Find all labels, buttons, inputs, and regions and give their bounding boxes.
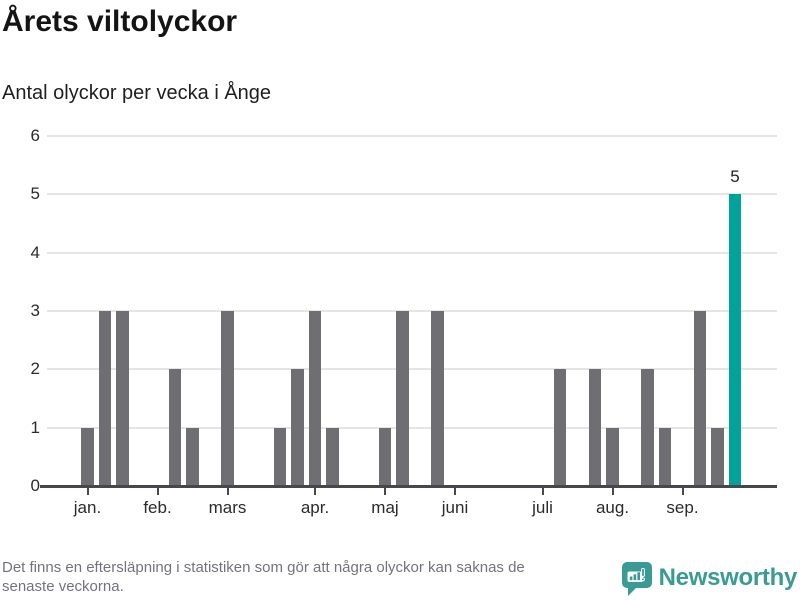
bar-week [273,427,287,486]
newsworthy-branding: Newsworthy [621,560,798,596]
bar-week [81,427,94,486]
y-axis-label-3: 3 [30,301,40,320]
x-axis-label-sep: sep. [666,498,699,517]
bar-week [326,427,339,486]
y-axis-label-0: 0 [30,476,40,495]
x-tick-juni [454,487,456,495]
gridline-y-4 [47,251,777,254]
bar-week [693,311,707,486]
bar-week [291,369,304,486]
bar-week [606,427,619,486]
bar-week-highlight [728,194,742,486]
bar-week [116,311,129,486]
x-axis-line [40,484,777,488]
x-tick-mars [226,487,229,495]
highlight-value-label: 5 [730,167,740,187]
bar-week [588,369,602,486]
y-axis-label-1: 1 [30,417,40,437]
x-tick-apr [314,487,316,495]
newsworthy-logo-icon [621,562,652,596]
chart-title: Årets viltolyckor [2,5,238,38]
x-axis-label-juli: juli [532,498,553,517]
y-axis-label-6: 6 [30,126,40,145]
bar-week [553,369,567,486]
x-axis-label-aug: aug. [595,498,630,517]
x-axis-label-juni: juni [441,498,469,517]
x-axis-label-mars: mars [208,498,247,517]
gridline-y-1 [47,426,777,429]
y-axis-label-2: 2 [30,359,40,379]
footnote: Det finns en eftersläpning i statistiken… [2,558,632,596]
x-axis-label-feb: feb. [143,498,172,517]
x-tick-jan [86,487,89,495]
bar-week [98,311,112,486]
chart-subtitle: Antal olyckor per vecka i Ånge [2,82,272,104]
x-tick-feb [156,487,159,495]
bar-week [431,311,444,486]
gridline-y-3 [47,310,777,312]
bar-week [221,311,234,486]
bar-week [168,369,182,486]
footnote-line-1: Det finns en eftersläpning i statistiken… [2,559,525,576]
x-axis-label-jan: jan. [73,498,102,517]
bar-week [711,427,724,486]
newsworthy-logo-text: Newsworthy [658,564,798,591]
x-axis-label-maj: maj [371,498,399,517]
gridline-y-6 [47,135,777,137]
x-tick-aug [611,487,614,495]
y-axis-label-5: 5 [30,184,40,204]
bar-week [308,311,322,486]
bar-week [658,427,672,486]
y-axis-label-4: 4 [30,242,40,262]
footnote-line-2: senaste veckorna. [2,578,124,595]
bar-week [186,427,199,486]
bar-week [396,311,409,486]
x-axis-label-apr: apr. [300,498,330,517]
x-tick-maj [384,487,386,495]
bar-chart: 0 1 2 3 4 5 6 5 jan. feb. mars apr. maj juni juli aug. s… [30,126,777,517]
bar-week [641,369,654,486]
x-tick-sep [681,487,684,495]
gridline-y-5 [47,193,777,196]
bar-week [378,427,392,486]
gridline-y-2 [47,368,777,371]
x-tick-juli [541,487,544,495]
